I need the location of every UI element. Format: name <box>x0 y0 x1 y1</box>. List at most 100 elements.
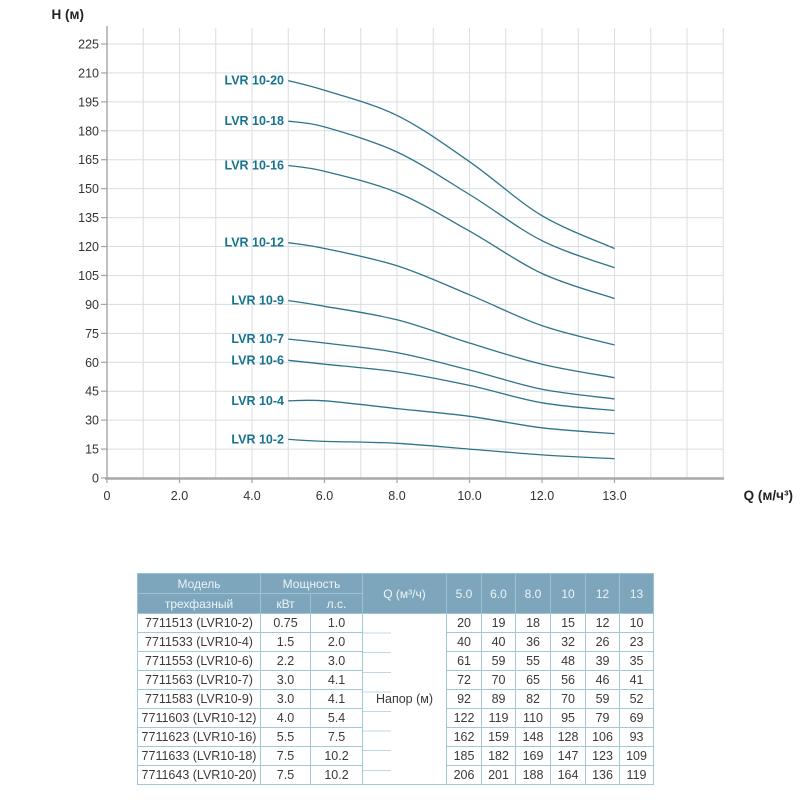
head-value-cell: 162 <box>446 727 483 747</box>
napor-cell: Напор (м) <box>362 613 448 785</box>
y-tick-label: 90 <box>85 298 99 312</box>
header-flow-13: 13 <box>619 573 655 614</box>
table-row: 7711533 (LVR10-4) 1.5 2.0 40 40 36 32 26 23 <box>137 632 655 652</box>
curve-LVR-10-12 <box>288 242 615 346</box>
table-row: 7711583 (LVR10-9) 3.0 4.1 92 89 82 70 59 52 <box>137 689 655 709</box>
table-row: 7711553 (LVR10-6) 2.2 3.0 61 59 55 48 39 35 <box>137 651 655 671</box>
head-value-cell: 82 <box>515 689 552 709</box>
table-header: Модель Мощность Q (м³/ч) 5.0 6.0 8.0 10 12 13… <box>137 573 655 614</box>
header-row-1: Модель Мощность Q (м³/ч) 5.0 6.0 8.0 10 12 13 <box>137 573 655 614</box>
table-body: 7711513 (LVR10-2) 0.75 1.0 Напор (м) 20 19 18 1… <box>137 613 655 785</box>
head-value-cell: 106 <box>585 727 621 747</box>
head-value-cell: 26 <box>585 632 621 652</box>
curve-LVR-10-9 <box>288 299 615 379</box>
kw-cell: 7.5 <box>260 746 311 766</box>
y-axis-title: H (м) <box>52 7 84 22</box>
curve-LVR-10-16 <box>288 164 615 300</box>
y-tick-label: 0 <box>92 472 99 486</box>
head-value-cell: 40 <box>446 632 483 652</box>
head-value-cell: 119 <box>481 708 517 728</box>
head-value-cell: 61 <box>446 651 483 671</box>
curve-LVR-10-2 <box>288 438 615 460</box>
head-value-cell: 119 <box>619 765 655 785</box>
curve-label-LVR-10-7: LVR 10-7 <box>231 332 284 346</box>
napor-label: Напор (м) <box>375 692 434 706</box>
y-tick-label: 210 <box>78 66 99 80</box>
head-value-cell: 70 <box>550 689 587 709</box>
pump-curves-chart: 0 15 30 45 60 75 90 105 120 135 150 165 180 195 210 225… <box>52 7 793 503</box>
head-value-cell: 12 <box>585 613 621 633</box>
head-value-cell: 185 <box>446 746 483 766</box>
hp-cell: 10.2 <box>309 765 364 785</box>
head-value-cell: 32 <box>550 632 587 652</box>
head-value-cell: 147 <box>550 746 587 766</box>
table-row: 7711643 (LVR10-20) 7.5 10.2 206 201 188 164 136… <box>137 765 655 785</box>
head-value-cell: 93 <box>619 727 655 747</box>
hp-cell: 4.1 <box>309 670 364 690</box>
head-value-cell: 148 <box>515 727 552 747</box>
head-value-cell: 56 <box>550 670 587 690</box>
y-tick-label: 195 <box>78 95 99 109</box>
y-tick-label: 165 <box>78 153 99 167</box>
x-tick-label: 2.0 <box>171 489 188 503</box>
head-value-cell: 206 <box>446 765 483 785</box>
head-value-cell: 36 <box>515 632 552 652</box>
y-tick-label: 135 <box>78 211 99 225</box>
axis-layer: 0 15 30 45 60 75 90 105 120 135 150 165 180 195 210 225… <box>78 26 724 503</box>
y-tick-label: 225 <box>78 38 99 52</box>
x-tick-label: 4.0 <box>243 489 260 503</box>
y-tick-label: 60 <box>85 356 99 370</box>
pump-curves-chart-svg: 0 15 30 45 60 75 90 105 120 135 150 165 180 195 210 225… <box>52 7 793 503</box>
head-value-cell: 59 <box>585 689 621 709</box>
table-row: 7711563 (LVR10-7) 3.0 4.1 72 70 65 56 46 41 <box>137 670 655 690</box>
head-value-cell: 39 <box>585 651 621 671</box>
model-cell: 7711583 (LVR10-9) <box>137 689 261 709</box>
header-flow-5.0: 5.0 <box>446 573 483 614</box>
head-value-cell: 136 <box>585 765 621 785</box>
model-cell: 7711633 (LVR10-18) <box>137 746 261 766</box>
model-cell: 7711603 (LVR10-12) <box>137 708 261 728</box>
y-tick-label: 120 <box>78 240 99 254</box>
y-tick-label: 75 <box>85 327 99 341</box>
head-value-cell: 128 <box>550 727 587 747</box>
head-value-cell: 52 <box>619 689 655 709</box>
kw-cell: 5.5 <box>260 727 311 747</box>
curve-LVR-10-20 <box>288 79 615 250</box>
head-value-cell: 89 <box>481 689 517 709</box>
kw-cell: 3.0 <box>260 670 311 690</box>
curve-label-LVR-10-9: LVR 10-9 <box>231 294 284 308</box>
head-value-cell: 72 <box>446 670 483 690</box>
header-model-phase: трехфазный <box>137 593 261 614</box>
y-tick-label: 150 <box>78 182 99 196</box>
table-row: 7711513 (LVR10-2) 0.75 1.0 Напор (м) 20 19 18 1… <box>137 613 655 785</box>
head-value-cell: 70 <box>481 670 517 690</box>
header-kw: кВт <box>260 593 311 614</box>
head-value-cell: 169 <box>515 746 552 766</box>
model-cell: 7711553 (LVR10-6) <box>137 651 261 671</box>
head-value-cell: 79 <box>585 708 621 728</box>
head-value-cell: 46 <box>585 670 621 690</box>
hp-cell: 2.0 <box>309 632 364 652</box>
model-cell: 7711643 (LVR10-20) <box>137 765 261 785</box>
head-value-cell: 123 <box>585 746 621 766</box>
head-value-cell: 182 <box>481 746 517 766</box>
curve-LVR-10-4 <box>288 399 615 435</box>
curve-layer <box>288 79 615 460</box>
hp-cell: 3.0 <box>309 651 364 671</box>
curve-label-LVR-10-16: LVR 10-16 <box>224 159 284 173</box>
kw-cell: 3.0 <box>260 689 311 709</box>
head-value-cell: 95 <box>550 708 587 728</box>
model-cell: 7711623 (LVR10-16) <box>137 727 261 747</box>
y-tick-label: 180 <box>78 124 99 138</box>
pump-spec-table: Модель Мощность Q (м³/ч) 5.0 6.0 8.0 10 12 13… <box>137 573 655 785</box>
kw-cell: 0.75 <box>260 613 311 633</box>
head-value-cell: 110 <box>515 708 552 728</box>
kw-cell: 1.5 <box>260 632 311 652</box>
header-flow-6.0: 6.0 <box>481 573 517 614</box>
hp-cell: 5.4 <box>309 708 364 728</box>
curve-label-LVR-10-12: LVR 10-12 <box>224 236 284 250</box>
kw-cell: 7.5 <box>260 765 311 785</box>
x-tick-label: 8.0 <box>388 489 405 503</box>
head-value-cell: 164 <box>550 765 587 785</box>
